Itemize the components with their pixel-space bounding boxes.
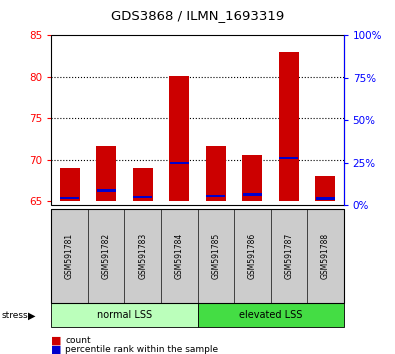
Bar — [133, 168, 153, 201]
Bar — [279, 157, 298, 159]
Text: GSM591785: GSM591785 — [211, 233, 220, 279]
Bar — [206, 147, 226, 201]
Bar — [279, 52, 299, 201]
Bar — [243, 193, 262, 196]
Bar — [170, 162, 189, 164]
Text: GSM591786: GSM591786 — [248, 233, 257, 279]
Text: GSM591781: GSM591781 — [65, 233, 74, 279]
Text: stress: stress — [2, 311, 28, 320]
Text: GSM591788: GSM591788 — [321, 233, 330, 279]
Bar — [60, 196, 79, 199]
Bar — [206, 195, 225, 198]
Text: GDS3868 / ILMN_1693319: GDS3868 / ILMN_1693319 — [111, 9, 284, 22]
Text: GSM591782: GSM591782 — [102, 233, 111, 279]
Text: count: count — [65, 336, 91, 345]
Bar — [315, 176, 335, 201]
Text: elevated LSS: elevated LSS — [239, 310, 302, 320]
Bar — [133, 196, 152, 198]
Text: ■: ■ — [51, 344, 62, 354]
Bar — [96, 145, 116, 201]
Text: percentile rank within the sample: percentile rank within the sample — [65, 345, 218, 354]
Text: GSM591784: GSM591784 — [175, 233, 184, 279]
Bar — [316, 198, 335, 200]
Text: ■: ■ — [51, 336, 62, 346]
Text: normal LSS: normal LSS — [97, 310, 152, 320]
Text: GSM591787: GSM591787 — [284, 233, 293, 279]
Text: ▶: ▶ — [28, 310, 36, 320]
Bar — [97, 189, 116, 192]
Bar — [169, 76, 189, 201]
Bar — [60, 168, 80, 201]
Bar — [242, 155, 262, 201]
Text: GSM591783: GSM591783 — [138, 233, 147, 279]
